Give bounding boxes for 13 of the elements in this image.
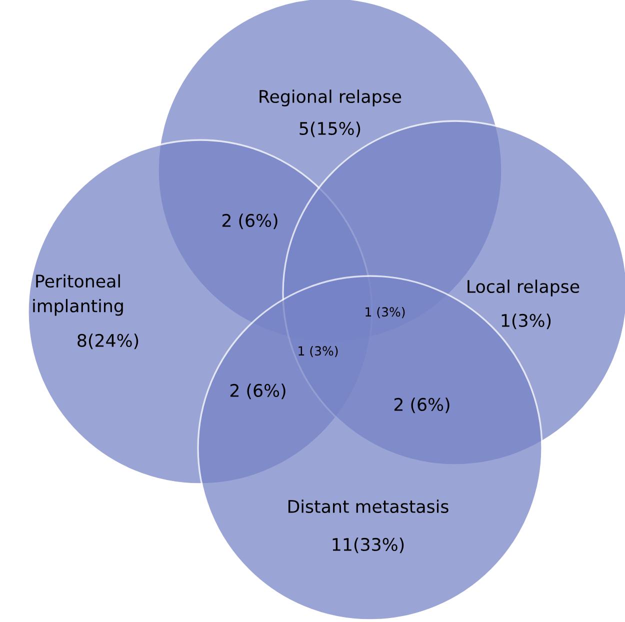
category-label: Regional relapse (260, 90, 402, 106)
category-label: Distant metastasis (288, 500, 448, 514)
text: 2 (6%) (222, 214, 278, 230)
text: 1 (3%) (298, 346, 338, 358)
category-label: Local relapse (468, 280, 580, 296)
category-label: Peritoneal implanting (33, 274, 123, 316)
text: 1 (3%) (366, 306, 405, 318)
data-label: 11(33%) (332, 538, 404, 554)
data-label: 5(15%) (300, 122, 360, 138)
data-label: 1(3%) (502, 314, 551, 330)
text: 2 (6%) (394, 398, 450, 414)
text: 2 (6%) (230, 384, 286, 400)
data-label: 8(24%) (78, 334, 138, 350)
